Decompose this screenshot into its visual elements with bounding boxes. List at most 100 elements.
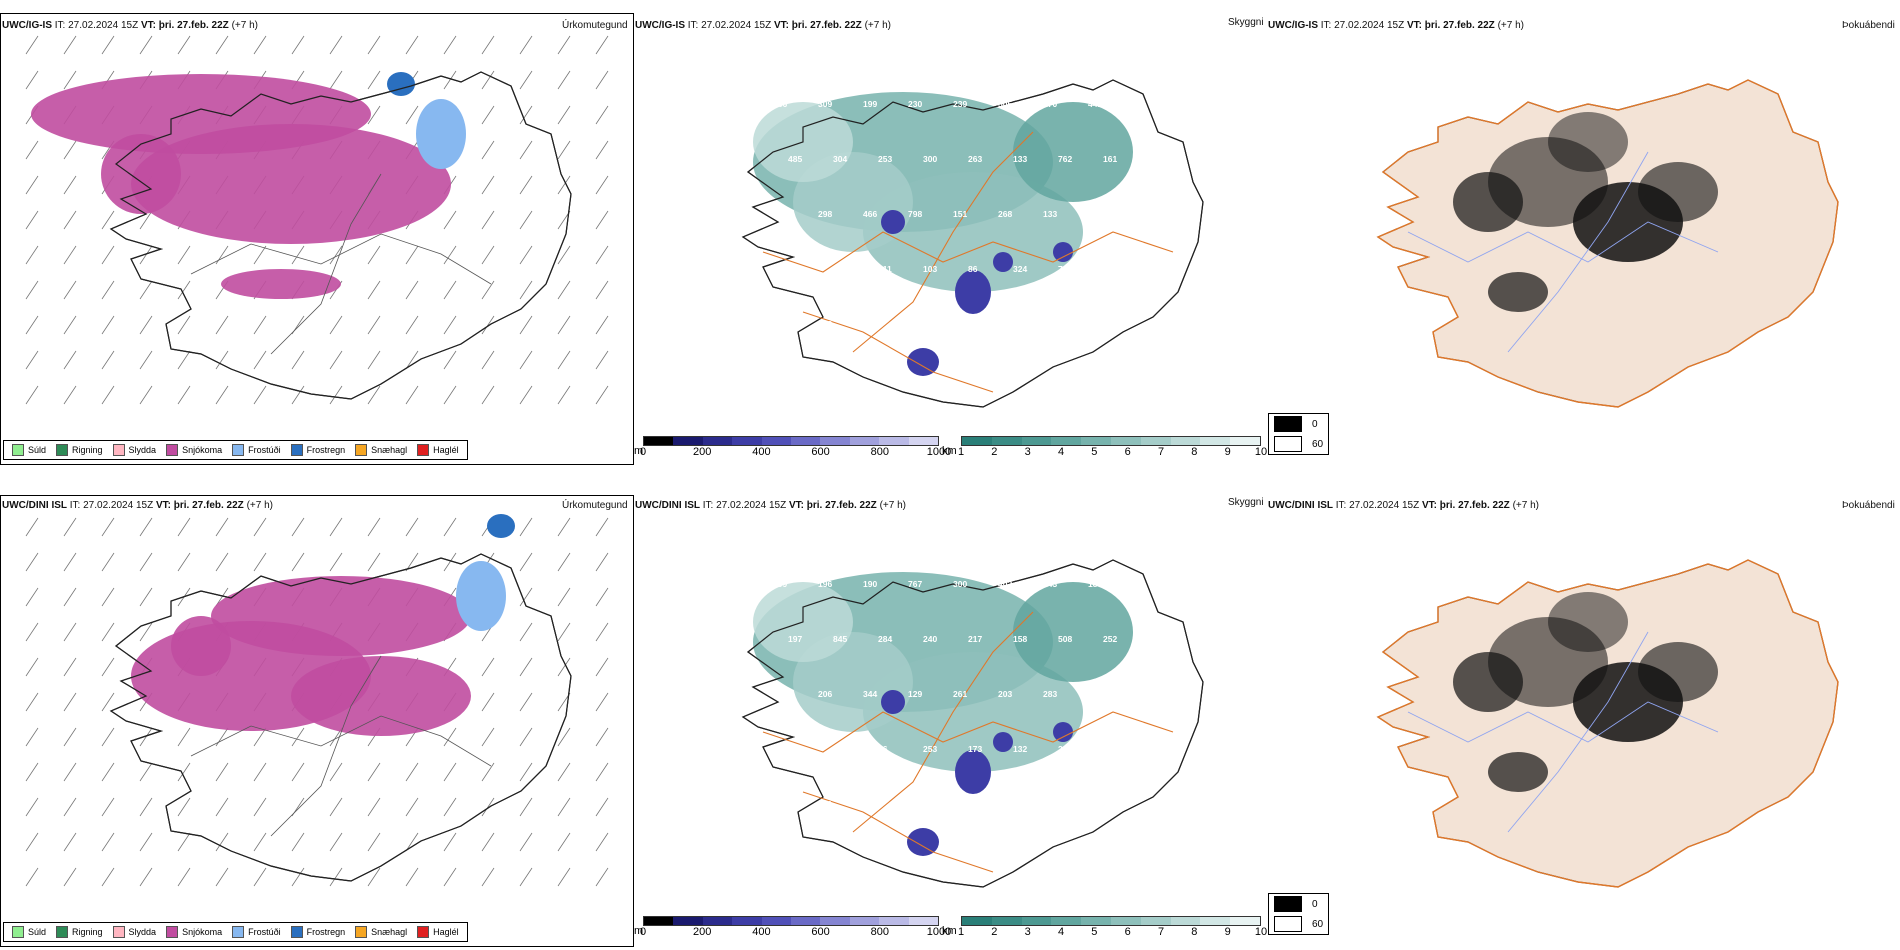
wind-barb	[367, 385, 381, 405]
visibility-map-top: 366 309 199 230 239 505 270 441 485 304 253 300 263 1…	[741, 79, 1204, 408]
wind-barb	[595, 727, 609, 747]
legend-item: Frostregn	[290, 926, 345, 938]
cloud-base-label: 161	[1103, 154, 1117, 164]
visibility-panel-bottom: 199 196 190 767 300 402 243 186 197 845 284 240 217 1…	[633, 512, 1265, 932]
freezing-rain-area	[487, 514, 515, 538]
colorbar-tick: 200	[693, 926, 712, 938]
colorbar-segment	[962, 917, 992, 925]
cloud-base-label: 126	[773, 689, 787, 699]
cloud-base-label: 119	[833, 264, 847, 274]
colorbar-ticks: 1 2 3 4 5 6 7 8 9 10	[958, 926, 1267, 939]
cloud-base-label: 58	[998, 319, 1008, 329]
wind-barb	[63, 140, 77, 160]
wind-barb	[63, 552, 77, 572]
cloud-base-label: 441	[1088, 99, 1102, 109]
cloud-base-label: 485	[788, 154, 802, 164]
colorbar-segment	[879, 917, 909, 925]
legend-label: Snæhagl	[371, 927, 408, 937]
wind-barb	[215, 35, 229, 55]
wind-barb	[25, 245, 39, 265]
wind-barb	[519, 245, 533, 265]
colorbar-segment	[1170, 917, 1201, 925]
cloud-base-label: 268	[998, 209, 1012, 219]
wind-barb	[139, 280, 153, 300]
wind-barb	[139, 867, 153, 887]
fog-area	[1638, 642, 1718, 702]
cloud-base-label: 283	[1043, 689, 1057, 699]
visibility-colorbar-bottom: 1 2 3 4 5 6 7 8 9 10	[958, 916, 1267, 939]
cloud-base-area	[993, 732, 1013, 752]
snow-area	[221, 269, 341, 299]
wind-barb	[595, 832, 609, 852]
cloud-base-label: 845	[833, 634, 847, 644]
colorbar-segment	[908, 917, 939, 925]
wind-barb	[215, 762, 229, 782]
colorbar-tick: 9	[1224, 926, 1231, 938]
legend-swatch	[12, 926, 24, 938]
colorbar-tick: 2	[991, 926, 998, 938]
wind-barb	[443, 315, 457, 335]
wind-barb	[443, 797, 457, 817]
wind-barb	[595, 210, 609, 230]
cloud-base-label: 270	[1043, 99, 1057, 109]
freezing-drizzle-area	[456, 561, 506, 631]
colorbar-segment	[1230, 917, 1260, 925]
colorbar-bar	[961, 916, 1261, 926]
wind-barb	[329, 350, 343, 370]
wind-barb	[519, 797, 533, 817]
wind-barb	[519, 552, 533, 572]
cloud-base-label: 261	[953, 689, 967, 699]
cloud-base-label: 217	[968, 634, 982, 644]
wind-barb	[101, 832, 115, 852]
legend-swatch	[56, 444, 69, 456]
wind-barb	[139, 210, 153, 230]
cloud-base-label: 298	[818, 209, 832, 219]
colorbar-segment	[1051, 437, 1082, 445]
cloud-base-label: 132	[1013, 744, 1027, 754]
wind-barb	[595, 692, 609, 712]
wind-barb	[595, 140, 609, 160]
wind-barb	[443, 245, 457, 265]
title-visibility-bottom: Skyggni	[1228, 497, 1264, 508]
visibility-area	[1013, 102, 1133, 202]
wind-barb	[329, 35, 343, 55]
colorbar-segment	[702, 437, 733, 445]
precip-legend-top: Súld Rigning Slydda Snjókoma Frostúði Frostre…	[3, 440, 468, 460]
wind-barb	[557, 587, 571, 607]
wind-barb	[253, 315, 267, 335]
wind-barb	[367, 867, 381, 887]
cloud-base-label: 767	[908, 579, 922, 589]
fog-area	[1548, 112, 1628, 172]
cloud-base-label: 78	[1058, 264, 1068, 274]
wind-barb	[329, 385, 343, 405]
wind-barb	[215, 552, 229, 572]
wind-barb	[25, 175, 39, 195]
wind-barb	[367, 70, 381, 90]
snow-area	[131, 124, 451, 244]
precip-legend-bottom: Súld Rigning Slydda Snjókoma Frostúði Frostre…	[3, 922, 468, 942]
wind-barb	[329, 832, 343, 852]
wind-barb	[101, 245, 115, 265]
wind-barb	[519, 657, 533, 677]
wind-barb	[519, 210, 533, 230]
wind-barb	[405, 35, 419, 55]
header-bottom-3: UWC/DINI ISL IT: 27.02.2024 15Z VT: þri.…	[1268, 500, 1539, 511]
wind-barb	[63, 35, 77, 55]
cloud-base-label: 136	[788, 744, 802, 754]
visibility-map-bottom: 199 196 190 767 300 402 243 186 197 845 284 240 217 1…	[741, 559, 1204, 888]
legend-item: Haglél	[417, 926, 459, 938]
wind-barb	[63, 385, 77, 405]
colorbar-segment	[673, 917, 703, 925]
colorbar-segment	[908, 437, 939, 445]
legend-label: Súld	[28, 927, 47, 937]
colorbar-tick: 600	[811, 926, 830, 938]
wind-barb	[595, 657, 609, 677]
wind-barb	[139, 517, 153, 537]
cloud-base-area	[1053, 722, 1073, 742]
wind-barb	[519, 105, 533, 125]
cloud-base-label: 402	[998, 579, 1012, 589]
wind-barb	[215, 517, 229, 537]
legend-label: Rigning	[72, 445, 103, 455]
wind-barb	[215, 832, 229, 852]
snow-area	[171, 616, 231, 676]
